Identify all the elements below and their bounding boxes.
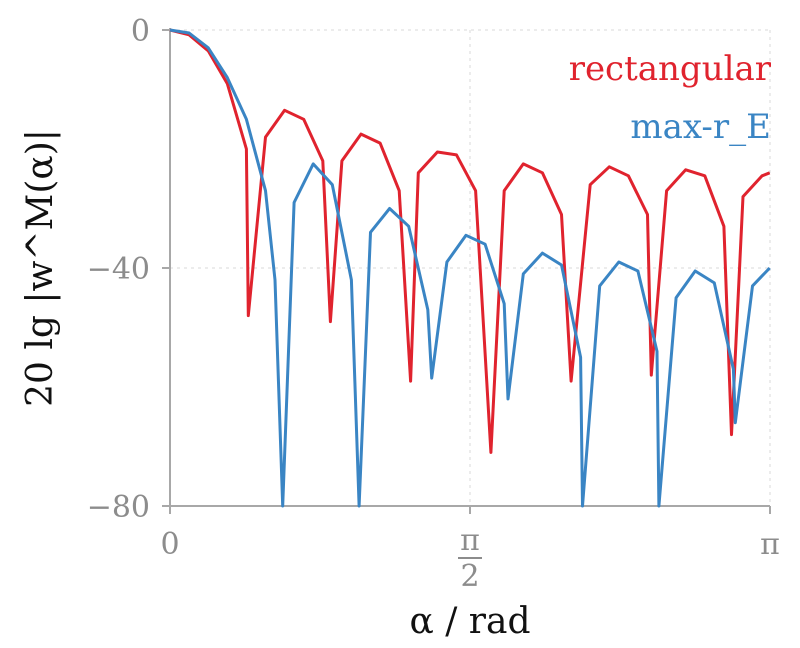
- series-line-0: [169, 28, 771, 454]
- x-tick-label-2: π: [760, 527, 780, 562]
- y-tick-label-0: 0: [131, 14, 150, 49]
- x-tick-label-1-numerator: π: [460, 523, 480, 558]
- x-axis-label: α / rad: [409, 601, 530, 642]
- axes: [169, 28, 770, 507]
- tick-marks: [162, 29, 771, 514]
- tick-labels: 0−40−800 π2π: [87, 14, 780, 594]
- x-tick-label-0: 0: [160, 527, 179, 562]
- legend-label-rectangular: rectangular: [569, 49, 772, 89]
- y-tick-label-2: −80: [87, 490, 150, 525]
- legend-label-max-r-e: max-r_E: [630, 107, 771, 147]
- y-axis-label: 20 lg |w^M(α)|: [20, 129, 61, 407]
- series-line-1: [169, 28, 771, 508]
- y-tick-label-1: −40: [87, 252, 150, 287]
- series-group: [169, 28, 771, 508]
- grid-lines: [170, 29, 771, 506]
- legend: rectangular max-r_E: [569, 49, 772, 147]
- x-tick-label-1-denominator: 2: [460, 559, 479, 594]
- x-tick-label-1: π2: [458, 523, 483, 594]
